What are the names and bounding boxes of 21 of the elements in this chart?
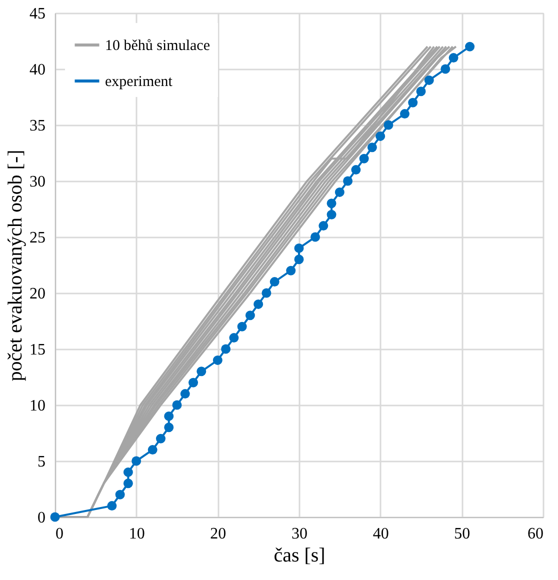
x-tick-label: 30 [292,526,308,542]
x-tick-label: 40 [372,526,389,542]
x-tick-label: 50 [454,526,470,542]
y-tick-label: 45 [30,6,46,22]
y-tick-label: 15 [30,342,46,358]
y-tick-label: 20 [30,286,46,302]
y-tick-label: 10 [30,398,46,414]
y-tick-label: 40 [30,62,46,78]
legend-label: experiment [105,74,174,90]
y-tick-label: 5 [38,454,46,470]
y-tick-label: 35 [30,118,46,134]
y-tick-label: 25 [30,230,46,246]
x-tick-label: 0 [56,526,64,542]
x-tick-label: 10 [128,526,145,542]
x-tick-label: 20 [210,526,226,542]
y-tick-label: 0 [38,510,46,526]
x-tick-label: 60 [528,526,544,542]
x-axis-title: čas [s] [274,544,326,566]
y-axis-title: počet evakuovaných osob [-] [4,150,26,382]
legend-label: 10 běhů simulace [105,38,210,54]
y-tick-label: 30 [30,174,46,190]
